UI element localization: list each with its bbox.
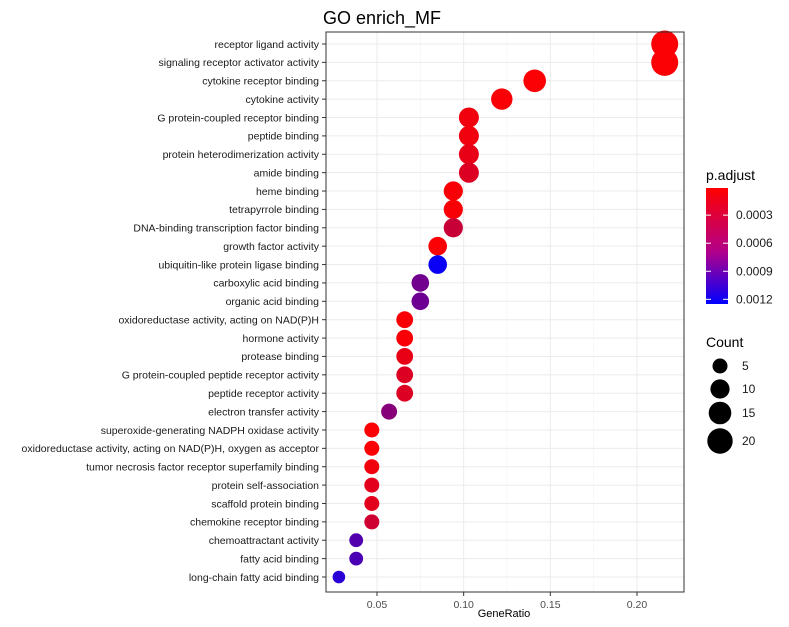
data-point (411, 274, 430, 292)
color-legend-title: p.adjust (706, 167, 755, 183)
x-tick-label: 0.10 (453, 599, 474, 611)
y-tick-label: organic acid binding (226, 296, 320, 308)
size-legend-label: 10 (742, 382, 756, 396)
data-point (396, 384, 414, 402)
y-tick-label: chemoattractant activity (209, 535, 320, 547)
y-tick-label: peptide receptor activity (208, 388, 320, 400)
data-point (458, 162, 479, 183)
panel-border (325, 31, 685, 593)
y-tick-label: growth factor activity (223, 241, 319, 253)
y-tick-label: cytokine receptor binding (202, 76, 319, 88)
x-axis-title: GeneRatio (478, 608, 531, 620)
y-tick-label: G protein-coupled peptide receptor activ… (122, 370, 320, 382)
data-point (651, 48, 679, 76)
data-point (443, 218, 463, 238)
data-point (491, 88, 513, 110)
chart-title: GO enrich_MF (323, 8, 441, 29)
data-point (349, 533, 364, 548)
data-point (458, 107, 479, 128)
size-legend-label: 15 (742, 406, 756, 420)
x-tick-label: 0.15 (540, 599, 561, 611)
size-legend-label: 20 (742, 434, 756, 448)
data-point (396, 329, 414, 347)
data-point (523, 69, 546, 93)
size-legend-title: Count (706, 334, 743, 350)
y-tick-label: signaling receptor activator activity (159, 57, 320, 69)
size-legend: Count 5 10 15 20 (706, 334, 756, 454)
y-tick-label: superoxide-generating NADPH oxidase acti… (101, 425, 320, 437)
data-point (364, 477, 380, 493)
data-point (332, 570, 346, 584)
y-tick-label: protease binding (241, 351, 319, 363)
y-tick-label: hormone activity (243, 333, 320, 345)
data-point (396, 311, 414, 329)
data-point (364, 496, 380, 511)
data-point (428, 236, 448, 256)
y-tick-label: tetrapyrrole binding (229, 204, 319, 216)
size-legend-dot (707, 428, 733, 454)
y-tick-label: peptide binding (248, 131, 319, 143)
color-legend: p.adjust 0.0003 0.0006 0.0009 0.0012 (706, 167, 773, 306)
size-legend-label: 5 (742, 359, 749, 373)
color-bar (706, 188, 728, 304)
data-point (364, 422, 380, 438)
y-tick-label: amide binding (254, 167, 320, 179)
y-tick-label: ubiquitin-like protein ligase binding (158, 259, 319, 271)
size-legend-dot (708, 401, 732, 425)
data-point (443, 181, 463, 201)
data-point (443, 199, 463, 219)
y-tick-label: carboxylic acid binding (213, 278, 319, 290)
y-tick-label: oxidoreductase activity, acting on NAD(P… (118, 314, 319, 326)
y-tick-label: protein heterodimerization activity (163, 149, 320, 161)
data-point (364, 514, 380, 530)
color-bar-ticks: 0.0003 0.0006 0.0009 0.0012 (706, 208, 773, 306)
y-tick-label: tumor necrosis factor receptor superfami… (86, 462, 319, 474)
data-point (364, 440, 380, 456)
data-points (332, 30, 679, 584)
y-tick-label: receptor ligand activity (215, 39, 320, 51)
data-point (458, 125, 479, 146)
size-legend-dot (710, 379, 730, 399)
data-point (396, 366, 414, 384)
size-legend-items: 5 10 15 20 (707, 358, 756, 454)
x-tick-label: 0.20 (627, 599, 648, 611)
y-tick-label: DNA-binding transcription factor binding (133, 223, 319, 235)
data-point (364, 459, 380, 475)
y-tick-label: heme binding (256, 186, 319, 198)
data-point (381, 403, 398, 420)
color-bar-tick-label: 0.0009 (736, 264, 773, 278)
data-point (349, 551, 364, 566)
color-bar-tick-label: 0.0003 (736, 208, 773, 222)
y-tick-label: chemokine receptor binding (190, 517, 319, 529)
data-point (458, 144, 479, 165)
y-tick-label: cytokine activity (245, 94, 319, 106)
x-tick-label: 0.05 (367, 599, 388, 611)
color-bar-tick-label: 0.0012 (736, 292, 773, 306)
y-tick-label: scaffold protein binding (211, 498, 319, 510)
x-axis-ticks: 0.05 0.10 0.15 0.20 (367, 592, 648, 611)
y-axis-ticks: receptor ligand activity signaling recept… (22, 39, 326, 584)
y-tick-label: electron transfer activity (208, 406, 320, 418)
y-tick-label: oxidoreductase activity, acting on NAD(P… (22, 443, 320, 455)
size-legend-dot (712, 358, 728, 374)
data-point (396, 348, 414, 365)
y-tick-label: G protein-coupled receptor binding (157, 112, 319, 124)
data-point (411, 292, 430, 311)
y-tick-label: fatty acid binding (240, 553, 319, 565)
data-point (428, 255, 448, 274)
color-bar-tick-label: 0.0006 (736, 236, 773, 250)
y-tick-label: long-chain fatty acid binding (189, 572, 319, 584)
y-tick-label: protein self-association (212, 480, 320, 492)
grid (326, 32, 684, 592)
